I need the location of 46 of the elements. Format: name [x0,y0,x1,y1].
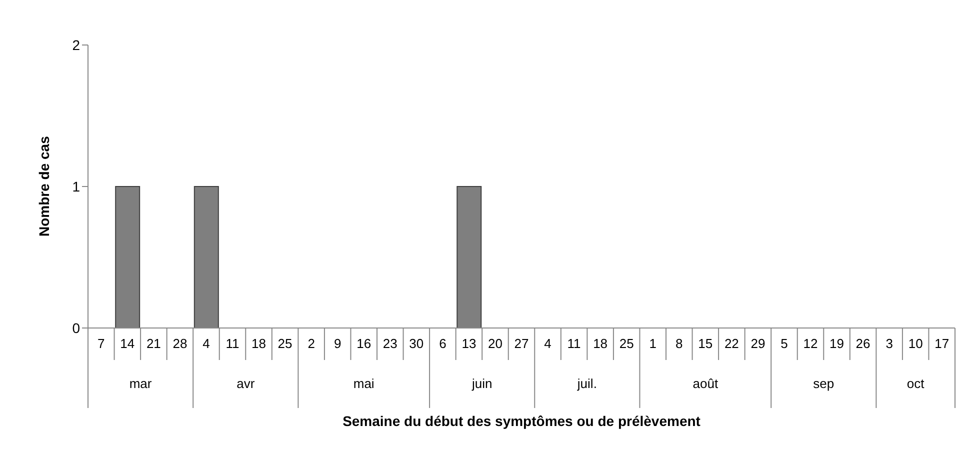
x-tick-label: 27 [514,336,529,351]
x-tick-label: 30 [409,336,424,351]
x-axis-title: Semaine du début des symptômes ou de prélèvement [342,413,701,429]
x-tick-label: 6 [439,336,446,351]
x-tick-label: 11 [567,336,581,351]
x-tick-label: 23 [382,336,398,351]
x-tick-label: 16 [356,336,372,351]
text: sep [813,376,834,391]
x-tick-label: 9 [334,336,342,351]
x-tick-label: 26 [856,336,870,351]
x-tick-label: 29 [750,336,766,351]
x-tick-label: 28 [172,336,188,351]
y-tick-label: 1 [72,178,80,194]
text: juin [470,376,492,391]
x-tick-label: 5 [780,336,788,351]
x-tick-label: 3 [886,336,893,351]
x-tick-label: 18 [252,336,266,351]
x-tick-label: 25 [278,336,292,351]
x-tick-label: 4 [202,336,210,351]
text: avr [236,376,256,391]
y-tick-label: 2 [72,36,80,53]
x-tick-label: 10 [908,336,923,351]
y-axis-title: Nombre de cas [36,136,52,236]
x-tick-label: 8 [676,336,683,351]
x-tick-label: 14 [120,336,135,351]
x-tick-label: 15 [698,336,713,351]
x-tick-label: 22 [724,336,739,351]
x-tick-label: 12 [803,336,818,351]
text: août [692,376,718,391]
x-tick-label: 7 [98,336,105,351]
x-tick-label: 21 [146,336,161,351]
x-tick-label: 4 [544,336,552,351]
text: mar [129,376,152,391]
text: oct [906,376,925,391]
x-tick-label: 1 [649,336,656,351]
text: mai [353,376,374,391]
text: juil. [576,376,597,391]
x-tick-label: 13 [462,336,476,351]
x-tick-label: 17 [934,336,950,351]
x-tick-label: 11 [226,336,240,351]
x-tick-label: 20 [488,336,502,351]
x-tick-label: 19 [830,336,844,351]
x-tick-label: 2 [308,336,315,351]
y-tick-label: 0 [72,320,80,336]
x-tick-label: 18 [593,336,608,351]
x-tick-label: 25 [619,336,634,351]
